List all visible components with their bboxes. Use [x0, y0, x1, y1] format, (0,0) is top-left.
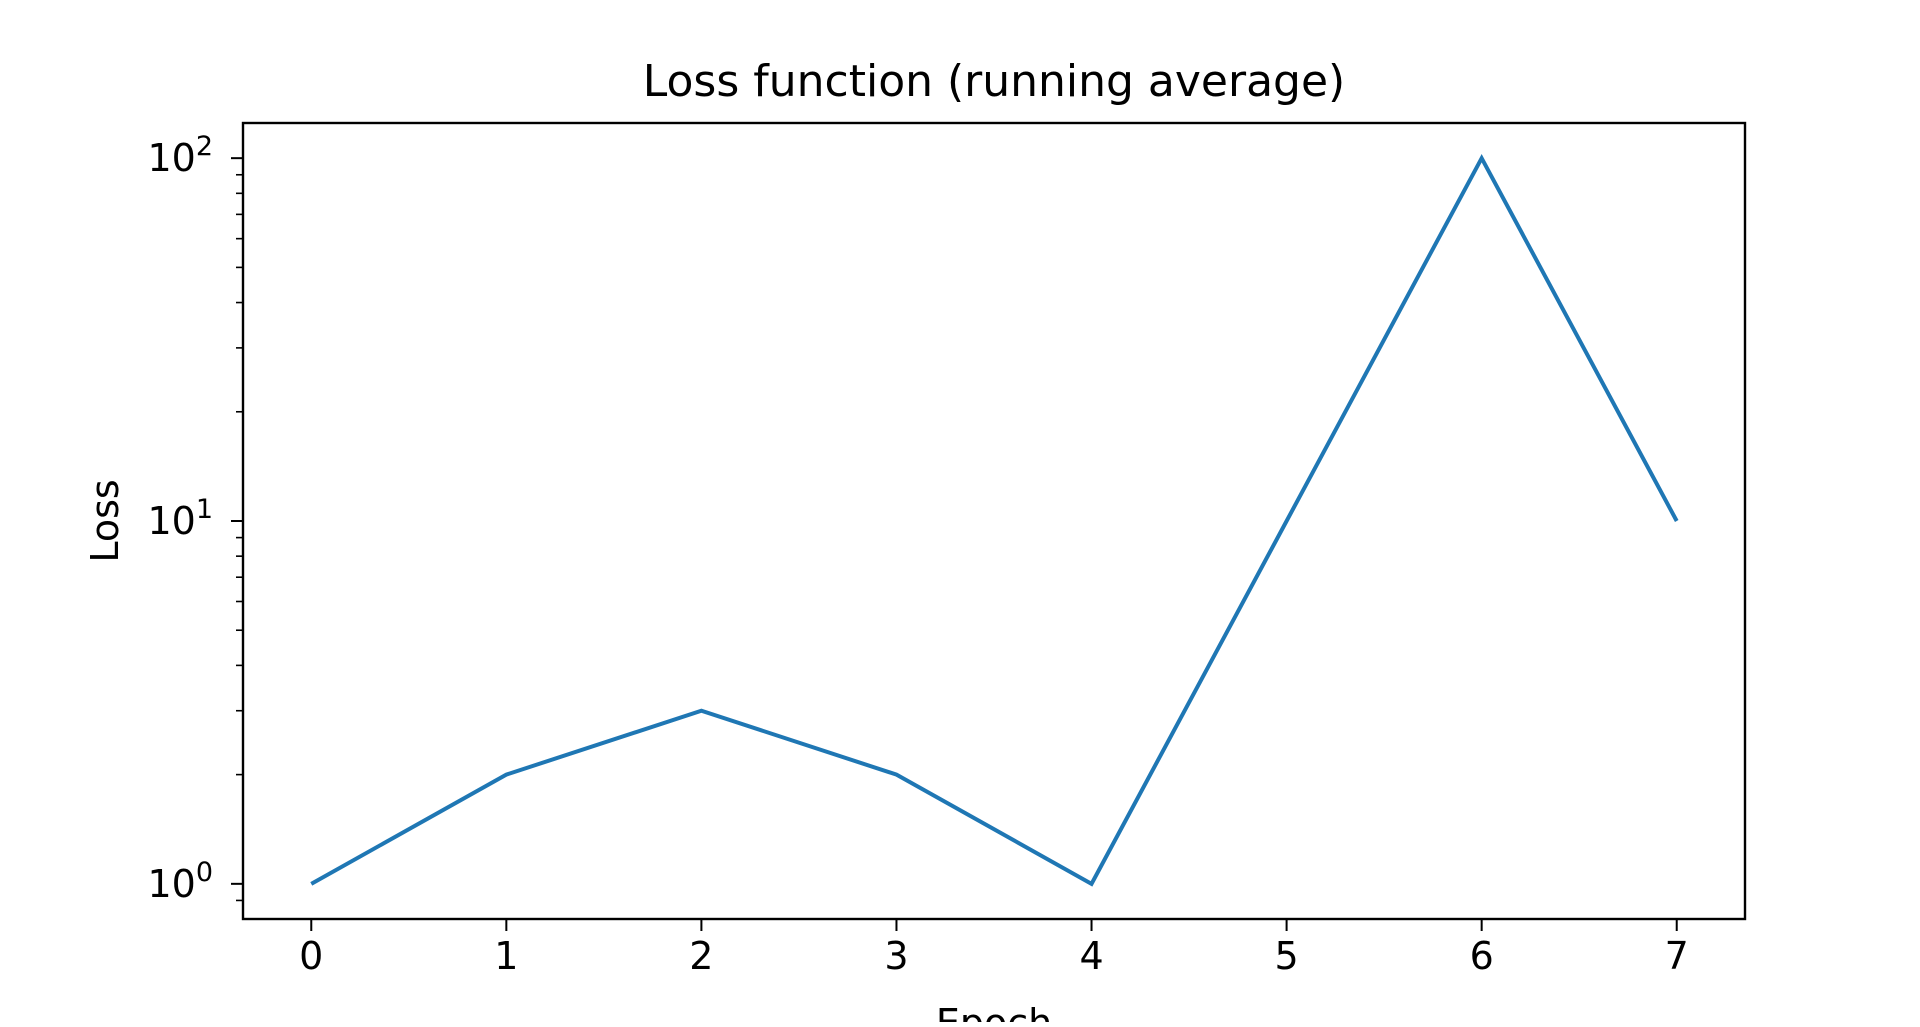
y-axis-label: Loss [83, 479, 127, 562]
x-axis-label: Epoch [936, 1001, 1052, 1022]
x-tick-label: 2 [689, 934, 713, 978]
x-tick-label: 0 [299, 934, 323, 978]
x-tick-label: 1 [494, 934, 518, 978]
x-tick-label: 5 [1275, 934, 1299, 978]
x-tick-label: 6 [1470, 934, 1494, 978]
x-tick-label: 3 [884, 934, 908, 978]
x-tick-label: 7 [1665, 934, 1689, 978]
chart-title: Loss function (running average) [643, 56, 1345, 107]
x-tick-label: 4 [1079, 934, 1103, 978]
